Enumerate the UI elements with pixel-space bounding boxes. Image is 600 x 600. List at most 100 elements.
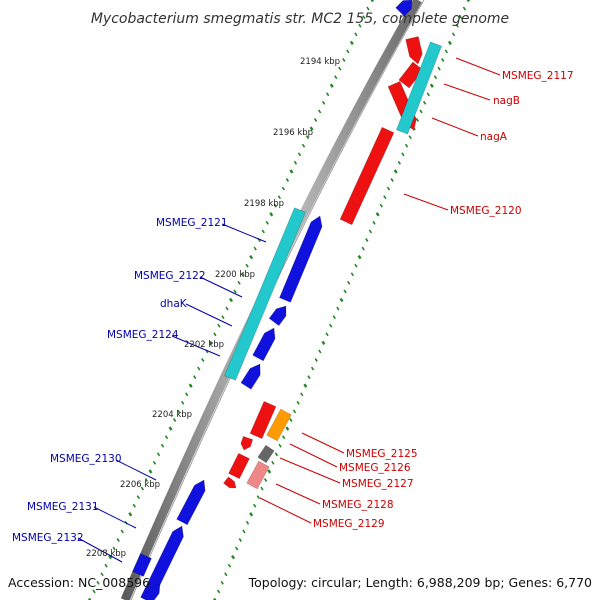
leader-msmeg-2126 xyxy=(289,443,338,468)
gene-feature-msmeg-2120[interactable] xyxy=(339,126,395,226)
tick-dot-outer xyxy=(379,203,383,208)
tick-dot-inner xyxy=(249,254,254,260)
tick-dot-outer xyxy=(278,443,282,448)
tick-dot-outer xyxy=(408,135,412,140)
tick-dot-inner xyxy=(305,135,310,140)
tick-dot-outer xyxy=(357,254,362,260)
gene-label-msmeg-2128[interactable]: MSMEG_2128 xyxy=(322,499,394,511)
tick-dot-outer xyxy=(441,58,445,62)
gene-label-msmeg-2120[interactable]: MSMEG_2120 xyxy=(450,205,522,217)
tick-dot-outer xyxy=(336,306,340,311)
gene-feature-msmeg-2132[interactable] xyxy=(132,553,152,577)
tick-dot-outer xyxy=(415,118,420,122)
tick-dot-outer xyxy=(397,160,401,165)
tick-dot-outer xyxy=(249,512,254,517)
tick-dot-outer xyxy=(216,589,221,594)
tick-dot-inner xyxy=(140,486,145,491)
tick-dot-outer xyxy=(459,15,463,20)
tick-dot-inner xyxy=(313,118,318,122)
tick-dot-inner xyxy=(185,392,189,397)
genome-backbone-shade xyxy=(130,0,425,600)
tick-dot-outer xyxy=(372,220,376,225)
gene-feature-cyan-left[interactable] xyxy=(224,207,306,381)
tick-dot-inner xyxy=(241,272,245,277)
tick-dot-outer xyxy=(274,452,279,457)
gene-feature-gray[interactable] xyxy=(257,444,275,464)
gene-feature-msmeg-2126[interactable] xyxy=(240,436,254,451)
gene-label-msmeg-2127[interactable]: MSMEG_2127 xyxy=(342,478,414,490)
gene-feature-msmeg-2117[interactable] xyxy=(405,36,423,65)
tick-dot-inner xyxy=(233,289,237,294)
tick-dot-outer xyxy=(433,75,438,80)
tick-dot-inner xyxy=(160,443,165,448)
gene-feature-msmeg-2124[interactable] xyxy=(240,363,261,390)
gene-feature-msmeg-2127[interactable] xyxy=(228,452,250,480)
gene-feature-minus-tail[interactable] xyxy=(143,583,161,600)
kbp-label: 2194 kbp xyxy=(300,57,340,67)
gene-label-nagb[interactable]: nagB xyxy=(493,95,520,107)
tick-dot-inner xyxy=(273,203,277,208)
tick-dot-outer xyxy=(437,66,441,71)
tick-dot-outer xyxy=(245,520,250,525)
tick-dot-inner xyxy=(346,49,350,54)
gene-label-msmeg-2132[interactable]: MSMEG_2132 xyxy=(12,532,84,544)
gene-feature-msmeg-2130[interactable] xyxy=(176,479,206,526)
tick-dot-inner xyxy=(108,554,113,560)
tick-dot-inner xyxy=(120,529,124,534)
gene-label-msmeg-2126[interactable]: MSMEG_2126 xyxy=(339,462,411,474)
gene-feature-msmeg-2122[interactable] xyxy=(268,305,287,327)
tick-dot-outer xyxy=(263,478,268,482)
gene-label-msmeg-2124[interactable]: MSMEG_2124 xyxy=(107,329,179,341)
tick-dot-outer xyxy=(224,572,228,577)
leader-msmeg-2117 xyxy=(455,57,501,76)
tick-dot-inner xyxy=(321,100,326,105)
gene-feature-msmeg-2121[interactable] xyxy=(279,215,323,303)
leader-msmeg-2128 xyxy=(275,483,321,505)
gene-feature-msmeg-2129[interactable] xyxy=(223,476,237,489)
tick-dot-outer xyxy=(260,486,264,491)
gene-feature-orange[interactable] xyxy=(266,408,292,442)
gene-feature-msmeg-2131[interactable] xyxy=(140,525,184,600)
gene-label-msmeg-2131[interactable]: MSMEG_2131 xyxy=(27,501,99,513)
tick-dot-inner xyxy=(261,229,265,234)
leader-msmeg-2120 xyxy=(403,193,449,211)
gene-label-naga[interactable]: nagA xyxy=(480,131,508,143)
gene-label-msmeg-2130[interactable]: MSMEG_2130 xyxy=(50,453,122,465)
tick-dot-inner xyxy=(285,178,290,182)
tick-dot-inner xyxy=(217,323,221,328)
tick-dot-outer xyxy=(235,546,239,551)
tick-dot-inner xyxy=(164,435,169,440)
tick-dot-outer xyxy=(401,152,405,157)
kbp-label: 2200 kbp xyxy=(215,270,255,280)
leader-msmeg-2122 xyxy=(199,276,243,298)
gene-label-msmeg-2125[interactable]: MSMEG_2125 xyxy=(346,448,418,460)
tick-dot-inner xyxy=(92,589,96,594)
gene-label-msmeg-2122[interactable]: MSMEG_2122 xyxy=(134,270,206,282)
tick-dot-inner xyxy=(112,546,116,551)
tick-dot-outer xyxy=(419,109,423,114)
tick-dot-outer xyxy=(375,212,380,217)
tick-dot-outer xyxy=(227,563,232,568)
tick-dot-outer xyxy=(422,100,427,105)
tick-dot-inner xyxy=(289,169,294,174)
gene-label-msmeg-2117[interactable]: MSMEG_2117 xyxy=(502,70,574,82)
tick-dot-inner xyxy=(172,418,177,422)
tick-dot-inner xyxy=(281,186,286,191)
kbp-label: 2202 kbp xyxy=(184,340,224,350)
tick-dot-inner xyxy=(245,263,249,268)
tick-dot-inner xyxy=(96,580,100,585)
tick-dot-outer xyxy=(354,263,358,268)
gene-feature-dhak[interactable] xyxy=(252,327,276,362)
gene-label-msmeg-2129[interactable]: MSMEG_2129 xyxy=(313,518,385,530)
gene-feature-nagb-cds[interactable] xyxy=(398,61,424,89)
gene-label-dhak[interactable]: dhaK xyxy=(160,298,188,310)
gene-feature-msmeg-2128[interactable] xyxy=(246,460,270,490)
tick-dot-outer xyxy=(285,426,290,431)
tick-dot-outer xyxy=(296,400,300,405)
gene-feature-cyan-block[interactable] xyxy=(396,41,442,135)
tick-dot-outer xyxy=(213,597,217,600)
gene-feature-minus[interactable] xyxy=(395,0,413,17)
tick-dot-inner xyxy=(349,40,354,46)
gene-label-msmeg-2121[interactable]: MSMEG_2121 xyxy=(156,217,228,229)
gene-feature-msmeg-2125[interactable] xyxy=(249,400,277,440)
